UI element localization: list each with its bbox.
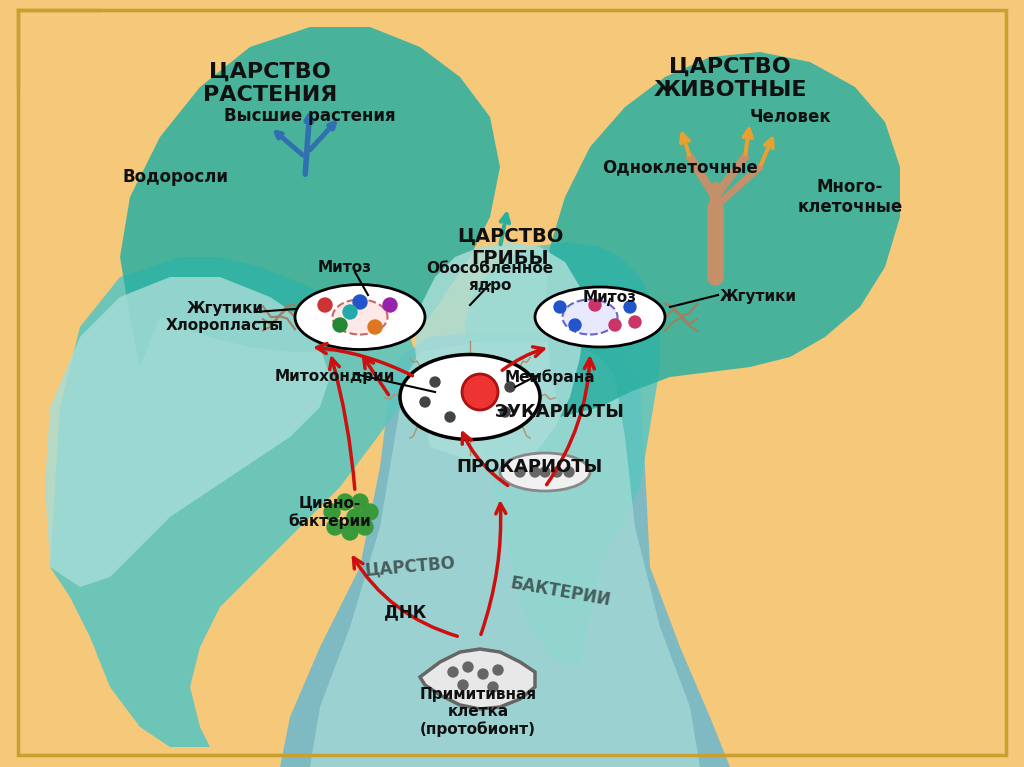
Circle shape: [327, 519, 343, 535]
Circle shape: [343, 305, 357, 319]
Circle shape: [353, 295, 367, 309]
Ellipse shape: [535, 287, 665, 347]
Text: Митохондрии: Митохондрии: [274, 370, 395, 384]
Circle shape: [530, 467, 540, 477]
Text: ДНК: ДНК: [384, 603, 426, 621]
Polygon shape: [420, 649, 535, 709]
Circle shape: [505, 382, 515, 392]
Ellipse shape: [562, 299, 617, 334]
Text: БАКТЕРИИ: БАКТЕРИИ: [508, 574, 611, 610]
Text: ЦАРСТВО
ГРИБЫ: ЦАРСТВО ГРИБЫ: [457, 227, 563, 268]
Polygon shape: [50, 257, 420, 747]
Polygon shape: [310, 342, 700, 767]
Circle shape: [493, 665, 503, 675]
Circle shape: [347, 509, 362, 525]
Circle shape: [458, 680, 468, 690]
Circle shape: [629, 316, 641, 328]
Circle shape: [500, 407, 510, 417]
Text: Обособленное
ядро: Обособленное ядро: [426, 261, 554, 293]
Polygon shape: [545, 52, 900, 417]
Text: Жгутики
Хлоропласты: Жгутики Хлоропласты: [166, 301, 284, 333]
Polygon shape: [415, 242, 585, 472]
Circle shape: [445, 412, 455, 422]
Polygon shape: [120, 27, 500, 367]
Text: Водоросли: Водоросли: [122, 168, 228, 186]
Circle shape: [352, 494, 368, 510]
Circle shape: [357, 519, 373, 535]
Text: ЦАРСТВО
ЖИВОТНЫЕ: ЦАРСТВО ЖИВОТНЫЕ: [653, 57, 807, 100]
Text: Высшие растения: Высшие растения: [224, 107, 396, 125]
Polygon shape: [465, 242, 660, 667]
Circle shape: [554, 301, 566, 313]
Circle shape: [368, 320, 382, 334]
Circle shape: [515, 467, 525, 477]
Text: ЦАРСТВО: ЦАРСТВО: [364, 554, 456, 580]
Text: Много-
клеточные: Много- клеточные: [798, 178, 902, 216]
Circle shape: [589, 299, 601, 311]
Circle shape: [609, 319, 621, 331]
Text: Одноклеточные: Одноклеточные: [602, 158, 758, 176]
Circle shape: [624, 301, 636, 313]
Ellipse shape: [500, 453, 590, 491]
Circle shape: [564, 467, 574, 477]
Ellipse shape: [295, 285, 425, 350]
Ellipse shape: [400, 354, 540, 439]
Circle shape: [383, 298, 397, 312]
Circle shape: [318, 298, 332, 312]
Circle shape: [362, 504, 378, 520]
Circle shape: [540, 467, 550, 477]
Text: Циано-
бактерии: Циано- бактерии: [289, 495, 372, 528]
Circle shape: [552, 467, 562, 477]
Circle shape: [449, 667, 458, 677]
Circle shape: [462, 374, 498, 410]
Text: Человек: Человек: [750, 108, 830, 126]
Circle shape: [430, 377, 440, 387]
Circle shape: [324, 504, 340, 520]
Circle shape: [333, 318, 347, 332]
Circle shape: [569, 319, 581, 331]
Text: Примитивная
клетка
(протобионт): Примитивная клетка (протобионт): [420, 686, 537, 737]
Circle shape: [420, 397, 430, 407]
Ellipse shape: [333, 299, 387, 334]
Text: Жгутики: Жгутики: [720, 289, 797, 304]
Polygon shape: [280, 332, 730, 767]
Polygon shape: [45, 277, 330, 587]
Circle shape: [342, 524, 358, 540]
Circle shape: [337, 494, 353, 510]
Circle shape: [488, 682, 498, 692]
Circle shape: [463, 662, 473, 672]
Circle shape: [478, 669, 488, 679]
Text: Мембрана: Мембрана: [505, 369, 595, 385]
Text: ПРОКАРИОТЫ: ПРОКАРИОТЫ: [457, 458, 603, 476]
Text: Митоз: Митоз: [583, 289, 637, 304]
Text: ЭУКАРИОТЫ: ЭУКАРИОТЫ: [495, 403, 625, 421]
Text: ЦАРСТВО
РАСТЕНИЯ: ЦАРСТВО РАСТЕНИЯ: [203, 62, 337, 105]
Text: Митоз: Митоз: [318, 259, 372, 275]
